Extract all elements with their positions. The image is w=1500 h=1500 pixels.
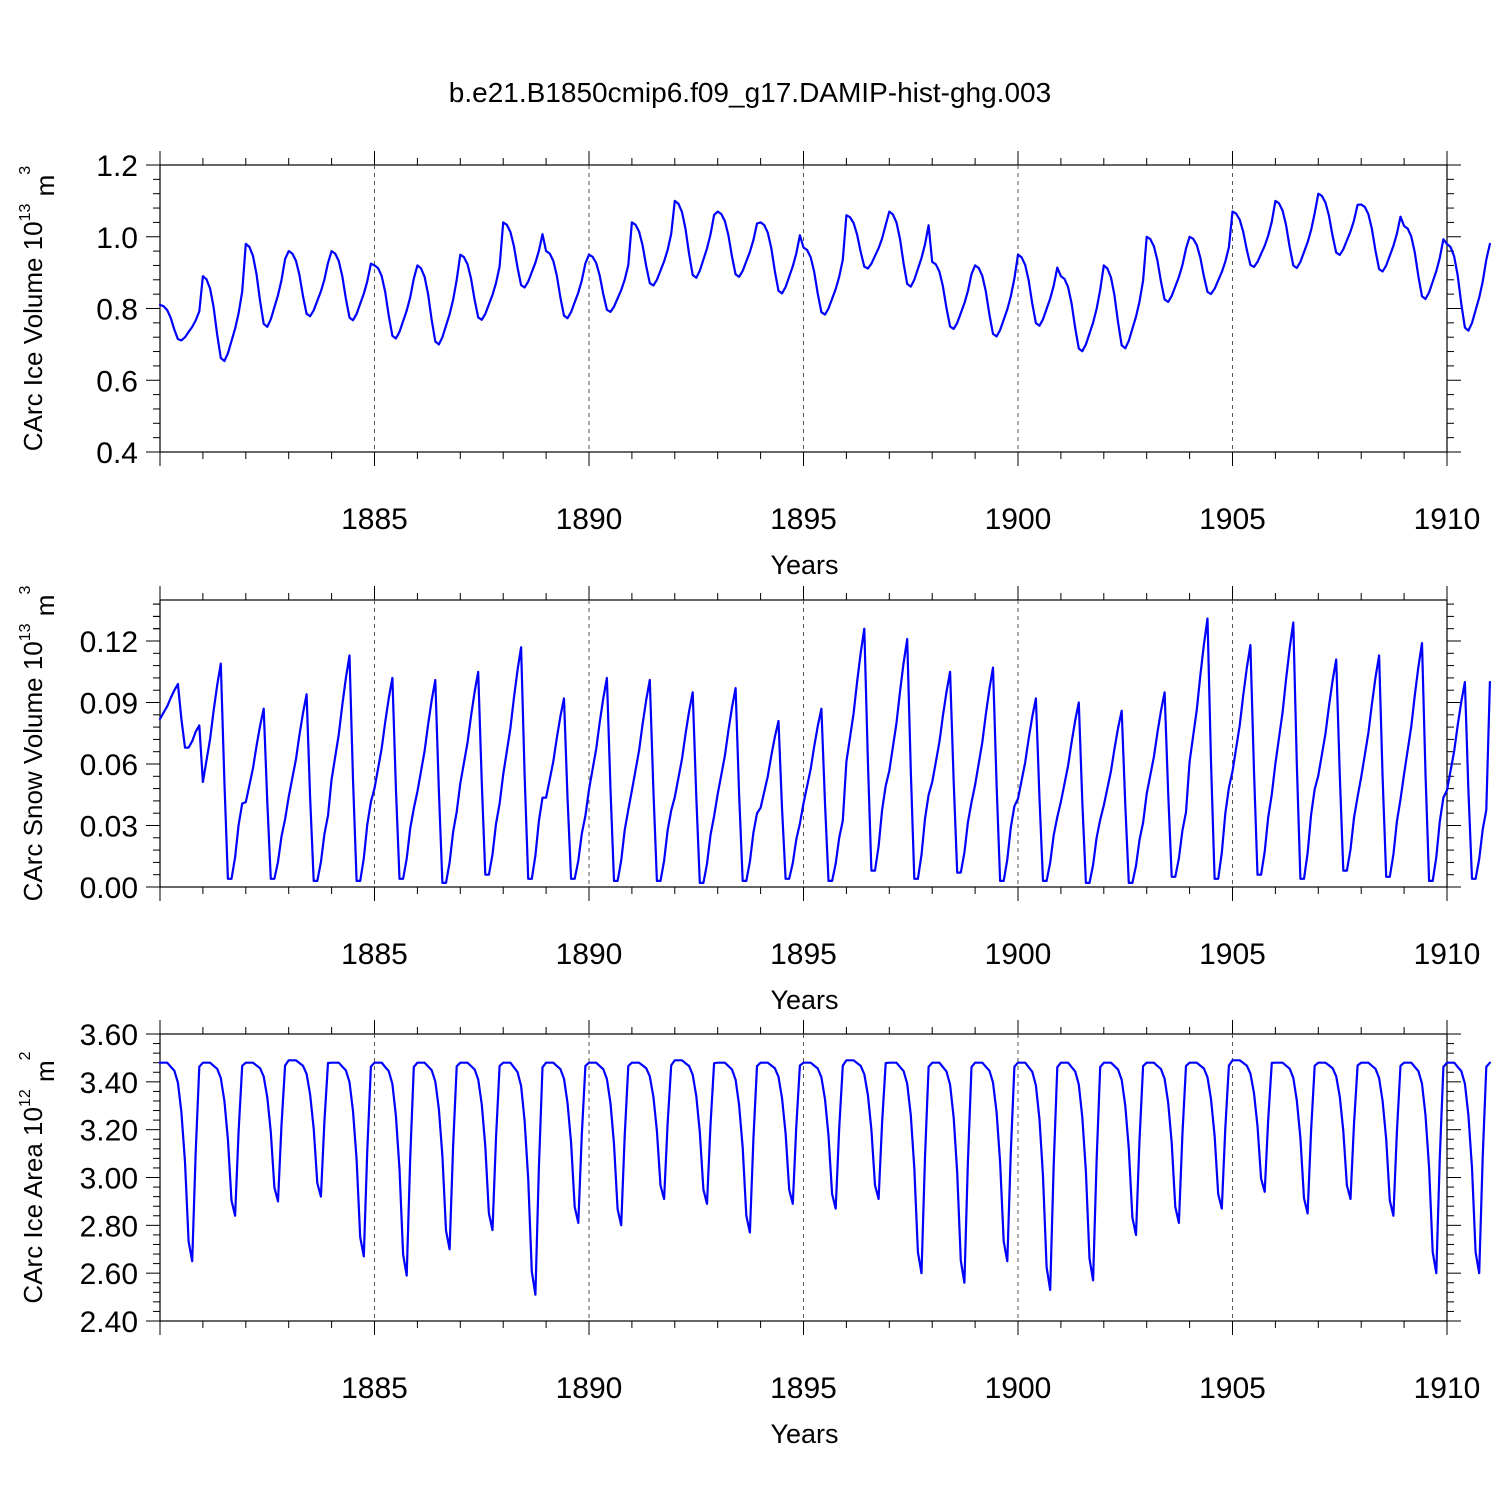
ice-area-ytick-label: 3.40 (80, 1067, 138, 1100)
ice-volume-xtick-label: 1890 (556, 503, 623, 536)
ice-area-xtick-label: 1910 (1414, 1372, 1481, 1405)
ice-volume-ytick-label: 0.4 (96, 437, 138, 470)
ice-volume-y-axis-label-part: CArc Ice Volume 10 (18, 221, 48, 451)
ice-volume-ytick-label: 1.2 (96, 150, 138, 183)
snow-volume-x-axis-label: Years (770, 985, 838, 1015)
snow-volume-ytick-label: 0.03 (80, 811, 138, 844)
ice-area-x-axis-label: Years (770, 1419, 838, 1449)
snow-volume-xtick-label: 1905 (1199, 938, 1266, 971)
ice-volume-xtick-label: 1895 (770, 503, 837, 536)
ice-area-y-axis-label: CArc Ice Area 1012 m2 (17, 1051, 60, 1303)
snow-volume-ytick-label: 0.06 (80, 749, 138, 782)
ice-volume-series-line (158, 192, 1492, 363)
ice-area-xtick-label: 1895 (770, 1372, 837, 1405)
ice-volume-xtick-label: 1885 (341, 503, 408, 536)
ice-volume-ytick-label: 0.8 (96, 294, 138, 327)
snow-volume-ytick-label: 0.12 (80, 626, 138, 659)
snow-volume-ytick-label: 0.09 (80, 688, 138, 721)
ice-volume-ytick-label: 1.0 (96, 222, 138, 255)
ice-area-ytick-label: 3.00 (80, 1163, 138, 1196)
ice-area-xtick-label: 1885 (341, 1372, 408, 1405)
ice-area-y-axis-label-part: CArc Ice Area 10 (18, 1107, 48, 1304)
ice-area-ytick-label: 2.80 (80, 1210, 138, 1243)
ice-area-y-axis-label-part: 12 (17, 1089, 34, 1107)
snow-volume-y-axis-label-part: 3 (17, 586, 34, 595)
snow-volume-y-axis-label-part: m (30, 595, 60, 624)
ice-volume-y-axis-label: CArc Ice Volume 1013 m3 (17, 166, 60, 451)
ice-area-xtick-label: 1900 (985, 1372, 1052, 1405)
ice-area-ytick-label: 2.60 (80, 1258, 138, 1291)
ice-area-xtick-label: 1905 (1199, 1372, 1266, 1405)
snow-volume-series-line (158, 617, 1492, 885)
snow-volume-xtick-label: 1895 (770, 938, 837, 971)
snow-volume-xtick-label: 1885 (341, 938, 408, 971)
snow-volume-ytick-label: 0.00 (80, 872, 138, 905)
panel-ice-area: 2.40 2.60 2.80 3.00 3.20 3.40 3.60 1885 1890 1895… (17, 1019, 1492, 1449)
ice-volume-y-axis-label-part: 3 (17, 166, 34, 175)
ice-volume-y-axis-label-part: m (30, 175, 60, 204)
snow-volume-xtick-label: 1890 (556, 938, 623, 971)
ice-area-ytick-label: 3.20 (80, 1115, 138, 1148)
ice-volume-x-axis-label: Years (770, 550, 838, 580)
snow-volume-y-axis-label-part: CArc Snow Volume 10 (18, 641, 48, 901)
snow-volume-y-axis-label: CArc Snow Volume 1013 m3 (17, 586, 60, 902)
ice-area-y-axis-label-part: 2 (17, 1051, 34, 1060)
ice-volume-ytick-label: 0.6 (96, 365, 138, 398)
panel-ice-volume: 0.4 0.6 0.8 1.0 1.2 1885 1890 1895 1900 1905 1910 Y… (17, 150, 1492, 580)
figure-title: b.e21.B1850cmip6.f09_g17.DAMIP-hist-ghg.… (449, 77, 1051, 108)
ice-area-ytick-label: 3.60 (80, 1019, 138, 1052)
ice-volume-y-axis-label-part: 13 (17, 204, 34, 222)
ice-volume-xtick-label: 1910 (1414, 503, 1481, 536)
ice-volume-xtick-label: 1905 (1199, 503, 1266, 536)
snow-volume-xtick-label: 1910 (1414, 938, 1481, 971)
ice-area-series-line (158, 1059, 1492, 1296)
snow-volume-xtick-label: 1900 (985, 938, 1052, 971)
ice-area-y-axis-label-part: m (30, 1060, 60, 1089)
panel-snow-volume: 0.00 0.03 0.06 0.09 0.12 1885 1890 1895 1900 1905… (17, 586, 1492, 1015)
snow-volume-y-axis-label-part: 13 (17, 623, 34, 641)
ice-area-xtick-label: 1890 (556, 1372, 623, 1405)
ice-volume-xtick-label: 1900 (985, 503, 1052, 536)
ice-area-ytick-label: 2.40 (80, 1306, 138, 1339)
